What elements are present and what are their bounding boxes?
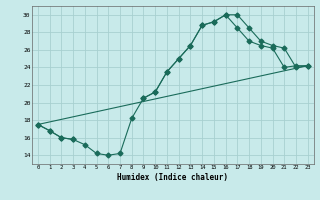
X-axis label: Humidex (Indice chaleur): Humidex (Indice chaleur): [117, 173, 228, 182]
